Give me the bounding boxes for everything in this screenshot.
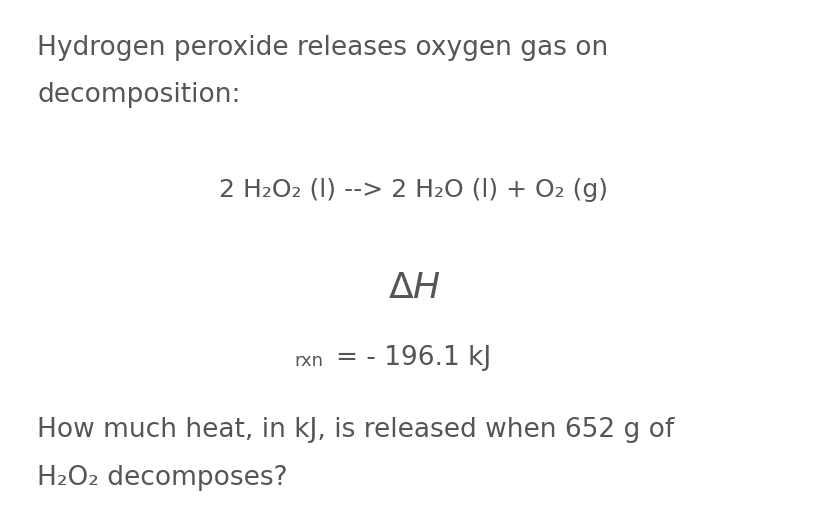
Text: decomposition:: decomposition:	[37, 82, 241, 108]
Text: H₂O₂ decomposes?: H₂O₂ decomposes?	[37, 465, 288, 491]
Text: Hydrogen peroxide releases oxygen gas on: Hydrogen peroxide releases oxygen gas on	[37, 35, 608, 61]
Text: = - 196.1 kJ: = - 196.1 kJ	[336, 345, 491, 371]
Text: 2 H₂O₂ (l) --> 2 H₂O (l) + O₂ (g): 2 H₂O₂ (l) --> 2 H₂O (l) + O₂ (g)	[219, 178, 608, 202]
Text: rxn: rxn	[294, 352, 323, 370]
Text: How much heat, in kJ, is released when 652 g of: How much heat, in kJ, is released when 6…	[37, 417, 674, 443]
Text: $\Delta \mathit{H}$: $\Delta \mathit{H}$	[387, 271, 440, 305]
